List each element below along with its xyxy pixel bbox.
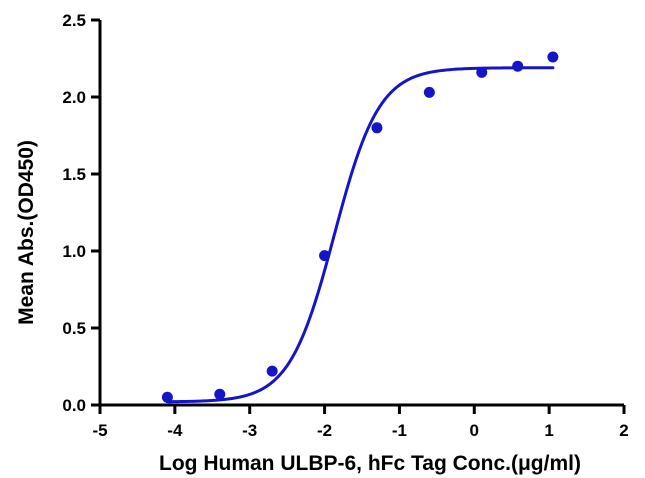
x-axis-title: Log Human ULBP-6, hFc Tag Conc.(μg/ml) (159, 452, 581, 475)
x-tick-label: -1 (392, 421, 407, 440)
x-tick-label: -5 (92, 421, 107, 440)
x-tick-label: -4 (167, 421, 183, 440)
data-point (547, 51, 559, 63)
x-tick-label: 0 (470, 421, 479, 440)
data-point (423, 86, 435, 98)
axes-layer (98, 20, 624, 407)
fit-curve (165, 66, 555, 404)
y-axis-title: Mean Abs.(OD450) (15, 140, 38, 325)
data-point (319, 250, 331, 262)
y-tick-label: 0.0 (62, 396, 86, 415)
data-points-layer (161, 51, 559, 403)
data-point (266, 365, 278, 377)
data-point (161, 391, 173, 403)
y-tick-label: 2.5 (62, 11, 86, 30)
fit-curve-layer (165, 66, 555, 404)
data-point (476, 66, 488, 78)
x-tick-label: -3 (242, 421, 257, 440)
x-tick-label: -2 (317, 421, 332, 440)
data-point (512, 60, 524, 72)
y-tick-label: 0.5 (62, 319, 86, 338)
y-tick-label: 2.0 (62, 88, 86, 107)
x-tick-label: 1 (544, 421, 553, 440)
data-point (371, 122, 383, 134)
y-tick-label: 1.0 (62, 242, 86, 261)
y-tick-label: 1.5 (62, 165, 86, 184)
data-point (214, 388, 226, 400)
ticks-layer: -5 -4 -3 -2 -1 0 1 2 0.0 0.5 1.0 1.5 2.0 2.5 (62, 11, 628, 440)
x-tick-label: 2 (619, 421, 628, 440)
